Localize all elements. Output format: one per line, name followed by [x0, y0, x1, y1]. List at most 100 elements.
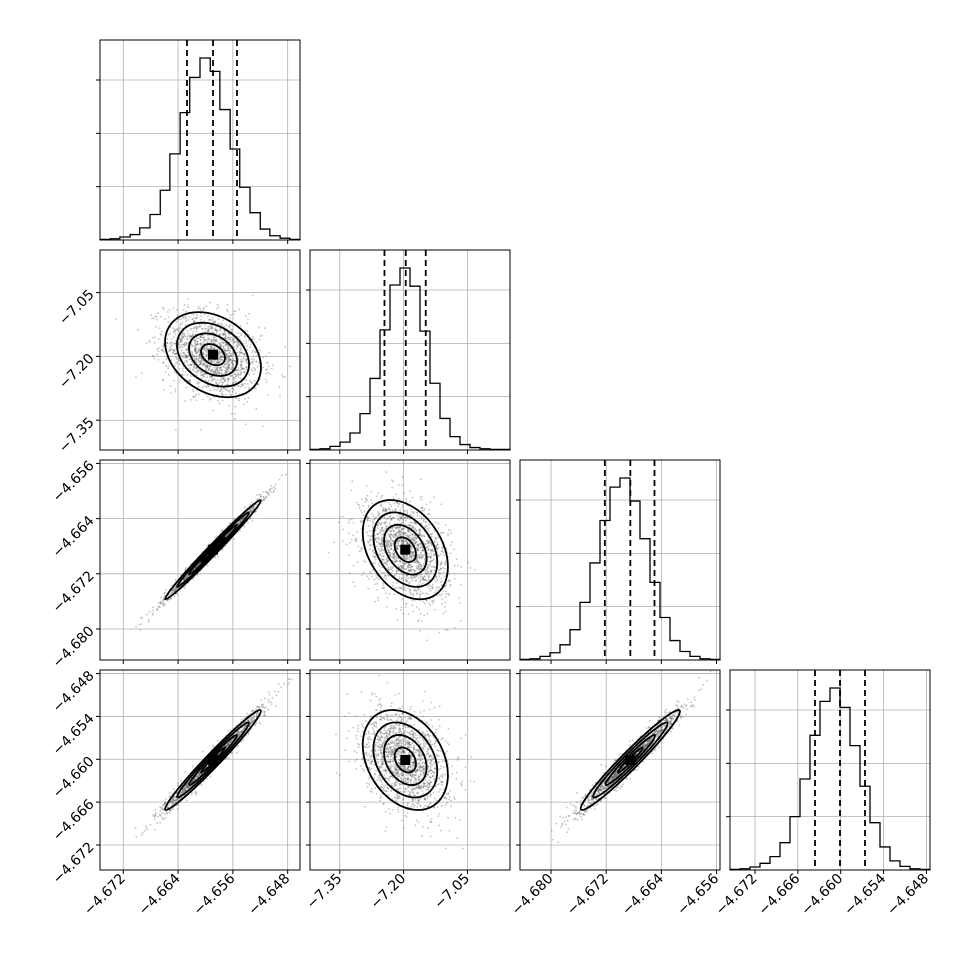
- scatter-point: [185, 354, 188, 357]
- scatter-point: [184, 354, 187, 357]
- scatter-point: [385, 518, 388, 520]
- scatter-point: [412, 553, 415, 556]
- scatter-point: [398, 540, 400, 542]
- scatter-point: [227, 367, 230, 370]
- scatter-point: [392, 553, 395, 556]
- scatter-point: [402, 542, 405, 545]
- scatter-point: [240, 360, 243, 363]
- scatter-point: [376, 589, 379, 591]
- scatter-point: [395, 534, 398, 537]
- scatter-point: [409, 555, 412, 558]
- scatter-point: [192, 331, 195, 333]
- scatter-point: [230, 359, 232, 361]
- scatter-point: [420, 593, 422, 596]
- scatter-point: [194, 351, 197, 353]
- scatter-point: [183, 579, 185, 581]
- scatter-point: [178, 341, 180, 344]
- scatter-point: [198, 562, 201, 565]
- scatter-point: [202, 343, 204, 346]
- scatter-point: [173, 595, 176, 598]
- scatter-point: [163, 351, 166, 353]
- scatter-point: [185, 344, 188, 346]
- scatter-point: [233, 538, 235, 540]
- scatter-point: [394, 508, 397, 511]
- scatter-point: [166, 599, 169, 601]
- scatter-point: [382, 509, 385, 511]
- scatter-point: [408, 524, 411, 527]
- scatter-point: [168, 373, 170, 376]
- scatter-point: [431, 548, 434, 551]
- scatter-point: [228, 352, 231, 354]
- scatter-point: [407, 568, 410, 571]
- scatter-point: [230, 330, 233, 333]
- scatter-point: [218, 381, 221, 384]
- scatter-point: [444, 561, 447, 564]
- scatter-point: [222, 345, 225, 348]
- scatter-point: [396, 515, 399, 517]
- scatter-point: [195, 399, 198, 402]
- scatter-point: [172, 336, 175, 338]
- scatter-point: [410, 557, 413, 560]
- scatter-point: [414, 541, 417, 544]
- scatter-point: [405, 500, 408, 503]
- scatter-point: [236, 345, 239, 348]
- scatter-point: [425, 599, 428, 602]
- scatter-point: [197, 382, 200, 385]
- scatter-point: [423, 554, 425, 557]
- scatter-point: [416, 540, 419, 543]
- scatter-point: [416, 560, 419, 563]
- scatter-point: [402, 564, 404, 567]
- scatter-point: [406, 575, 408, 578]
- scatter-point: [390, 544, 392, 547]
- scatter-point: [395, 559, 398, 562]
- scatter-point: [394, 526, 397, 529]
- scatter-point: [222, 394, 224, 397]
- scatter-point: [152, 609, 155, 612]
- scatter-point: [419, 566, 422, 569]
- scatter-point: [240, 364, 242, 367]
- scatter-point: [440, 567, 442, 570]
- scatter-point: [371, 519, 374, 521]
- scatter-point: [159, 333, 162, 336]
- scatter-point: [400, 517, 402, 519]
- scatter-point: [451, 541, 453, 544]
- scatter-point: [159, 606, 161, 608]
- scatter-point: [157, 312, 160, 315]
- scatter-point: [410, 555, 413, 557]
- scatter-point: [229, 530, 232, 533]
- scatter-point: [231, 374, 233, 377]
- scatter-point: [409, 591, 412, 594]
- scatter-point: [414, 541, 417, 544]
- scatter-point: [206, 544, 209, 547]
- scatter-point: [223, 350, 226, 352]
- scatter-point: [201, 358, 204, 361]
- scatter-point: [280, 474, 283, 476]
- scatter-point: [420, 572, 423, 575]
- scatter-point: [222, 333, 225, 336]
- scatter-point: [237, 360, 240, 363]
- scatter-point: [362, 560, 365, 562]
- scatter-point: [170, 592, 172, 595]
- scatter-point: [400, 516, 403, 519]
- scatter-point: [198, 355, 201, 358]
- scatter-point: [441, 602, 443, 605]
- scatter-point: [378, 542, 381, 544]
- scatter-point: [199, 370, 202, 373]
- scatter-point: [396, 547, 399, 550]
- scatter-point: [398, 539, 401, 542]
- scatter-point: [201, 334, 204, 337]
- scatter-point: [250, 508, 253, 510]
- scatter-point: [427, 571, 430, 574]
- scatter-point: [428, 527, 430, 529]
- scatter-point: [211, 327, 214, 330]
- scatter-point: [246, 330, 249, 332]
- scatter-point: [221, 393, 224, 395]
- scatter-point: [383, 515, 386, 518]
- scatter-point: [227, 404, 230, 407]
- scatter-point: [404, 531, 407, 534]
- scatter-point: [427, 578, 430, 581]
- scatter-point: [388, 507, 391, 510]
- scatter-point: [217, 318, 220, 321]
- scatter-point: [385, 537, 388, 539]
- scatter-point: [219, 355, 222, 358]
